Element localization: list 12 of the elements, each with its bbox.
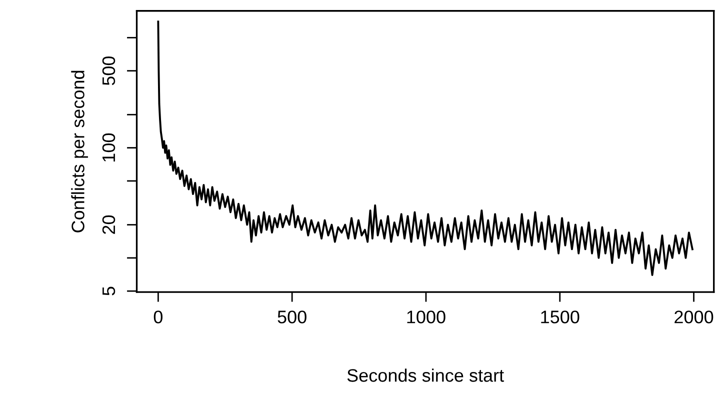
y-tick-label: 500 xyxy=(102,56,116,86)
x-axis-title: Seconds since start xyxy=(347,368,504,382)
x-tick-label: 1500 xyxy=(541,310,580,324)
y-axis-title: Conflicts per second xyxy=(71,70,88,232)
y-tick-label: 5 xyxy=(102,286,116,296)
x-tick-label: 500 xyxy=(278,310,306,324)
x-tick-label: 1000 xyxy=(407,310,446,324)
y-tick-label: 20 xyxy=(102,215,116,234)
x-tick-label: 0 xyxy=(154,310,162,324)
x-tick-label: 2000 xyxy=(674,310,714,324)
line-series xyxy=(157,20,694,276)
y-tick-label: 100 xyxy=(102,133,116,162)
